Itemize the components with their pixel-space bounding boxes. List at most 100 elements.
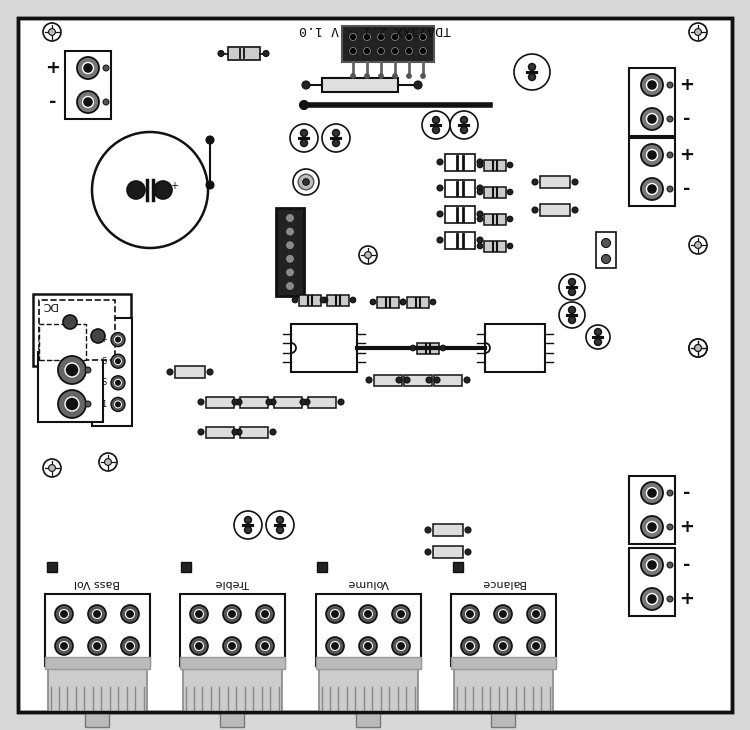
Circle shape	[559, 302, 585, 328]
Circle shape	[410, 345, 416, 351]
Bar	[316, 594, 421, 666]
Circle shape	[689, 339, 707, 357]
Bar	[39, 300, 115, 360]
Bar	[491, 713, 515, 727]
Circle shape	[121, 605, 139, 623]
Text: Volume: Volume	[347, 578, 388, 588]
Circle shape	[532, 179, 538, 185]
Circle shape	[270, 399, 276, 405]
Circle shape	[426, 377, 432, 383]
Circle shape	[646, 113, 658, 125]
Circle shape	[422, 111, 450, 139]
Circle shape	[332, 139, 340, 147]
Circle shape	[59, 610, 68, 618]
Text: -: -	[683, 556, 691, 574]
Text: 1: 1	[101, 400, 106, 409]
Circle shape	[91, 329, 105, 343]
Circle shape	[397, 642, 406, 650]
Bar	[181, 562, 191, 572]
Circle shape	[477, 159, 483, 165]
Circle shape	[507, 216, 513, 222]
Circle shape	[507, 189, 513, 195]
Bar	[540, 176, 570, 188]
Circle shape	[350, 47, 356, 55]
Circle shape	[499, 610, 508, 618]
Circle shape	[115, 358, 122, 365]
Circle shape	[477, 211, 483, 217]
Circle shape	[206, 136, 214, 144]
Circle shape	[331, 642, 340, 650]
Circle shape	[82, 63, 94, 74]
Circle shape	[359, 605, 377, 623]
Bar	[308, 396, 336, 407]
Bar	[206, 426, 234, 437]
Text: Balance: Balance	[481, 578, 525, 588]
Circle shape	[425, 527, 431, 533]
Bar	[434, 374, 462, 385]
Circle shape	[236, 429, 242, 435]
Bar	[39, 324, 86, 360]
Bar	[92, 318, 132, 426]
Bar	[316, 657, 421, 669]
Circle shape	[59, 642, 68, 650]
Circle shape	[65, 397, 79, 411]
Bar	[240, 426, 268, 437]
Text: +: +	[680, 590, 694, 608]
Bar	[433, 546, 463, 558]
Circle shape	[406, 47, 412, 55]
Bar	[485, 324, 545, 372]
Circle shape	[370, 299, 376, 305]
Circle shape	[646, 559, 658, 571]
Circle shape	[364, 610, 373, 618]
Circle shape	[301, 129, 307, 137]
Bar	[445, 180, 475, 196]
Circle shape	[266, 399, 272, 405]
Circle shape	[568, 307, 575, 313]
Bar	[240, 396, 268, 407]
Circle shape	[364, 74, 370, 79]
Bar	[629, 138, 675, 206]
Bar	[629, 476, 675, 544]
Circle shape	[244, 517, 251, 523]
Circle shape	[641, 178, 663, 200]
Circle shape	[65, 363, 79, 377]
Circle shape	[55, 637, 73, 655]
Circle shape	[461, 637, 479, 655]
Circle shape	[115, 401, 122, 408]
Circle shape	[694, 28, 701, 36]
Circle shape	[266, 511, 294, 539]
Circle shape	[364, 252, 371, 258]
Circle shape	[154, 181, 172, 199]
Circle shape	[111, 397, 125, 412]
Circle shape	[320, 297, 326, 303]
Text: DC: DC	[41, 300, 57, 310]
Circle shape	[437, 185, 443, 191]
Circle shape	[332, 129, 340, 137]
Circle shape	[301, 139, 307, 147]
Circle shape	[667, 152, 673, 158]
Text: Treble: Treble	[215, 578, 249, 588]
Circle shape	[190, 637, 208, 655]
Circle shape	[667, 186, 673, 192]
Circle shape	[227, 642, 236, 650]
Bar	[540, 204, 570, 216]
Text: +: +	[46, 59, 61, 77]
Circle shape	[85, 367, 91, 373]
Circle shape	[256, 605, 274, 623]
Circle shape	[667, 562, 673, 568]
Circle shape	[326, 605, 344, 623]
Circle shape	[529, 64, 536, 71]
Circle shape	[667, 596, 673, 602]
Circle shape	[694, 345, 701, 351]
Circle shape	[322, 297, 328, 303]
Circle shape	[232, 429, 238, 435]
Circle shape	[194, 642, 203, 650]
Circle shape	[532, 642, 541, 650]
Circle shape	[234, 511, 262, 539]
Circle shape	[646, 521, 658, 532]
Circle shape	[689, 23, 707, 41]
Circle shape	[55, 605, 73, 623]
Circle shape	[559, 274, 585, 300]
Circle shape	[43, 23, 61, 41]
Circle shape	[641, 144, 663, 166]
